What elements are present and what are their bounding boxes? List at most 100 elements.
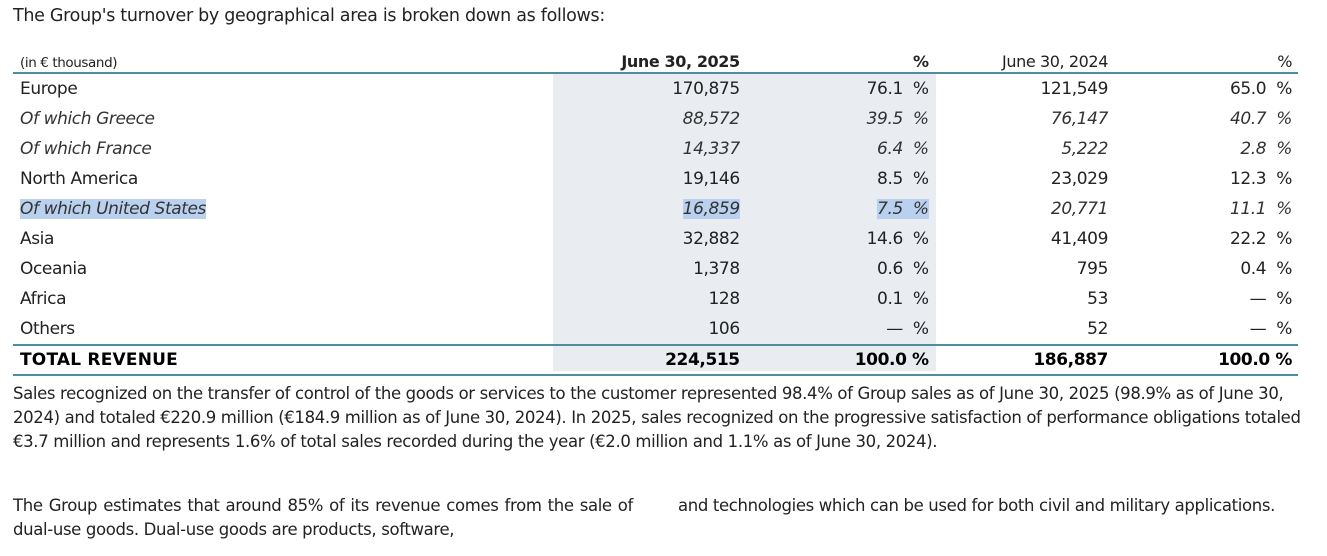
value-2025-text: 16,859 bbox=[682, 199, 740, 219]
pct-2024: 22.2% bbox=[1114, 224, 1298, 254]
pct-2024-text: 2.8% bbox=[1240, 139, 1292, 159]
header-pct-2024: % bbox=[1114, 44, 1298, 74]
pct-symbol: % bbox=[912, 199, 929, 219]
pct-2025-text: 14.6% bbox=[867, 229, 929, 249]
pct-value: 76.1 bbox=[866, 79, 904, 99]
value-2025: 128 bbox=[556, 284, 745, 314]
pct-symbol: % bbox=[912, 169, 929, 189]
pct-2025-text: 39.5% bbox=[867, 109, 929, 129]
table-header-row: (in € thousand) June 30, 2025 % June 30,… bbox=[13, 44, 1298, 74]
table-row: North America 19,146 8.5% 23,029 12.3% bbox=[13, 164, 1298, 194]
value-2024: 20,771 bbox=[935, 194, 1114, 224]
total-label: TOTAL REVENUE bbox=[13, 344, 557, 376]
pct-value: 7.5 bbox=[877, 199, 903, 219]
current-year-column-shading bbox=[553, 73, 936, 371]
region-label: Oceania bbox=[13, 254, 556, 284]
pct-value: 12.3 bbox=[1229, 169, 1267, 189]
region-label: Of which France bbox=[13, 134, 556, 164]
region-label-text: North America bbox=[20, 169, 138, 189]
pct-2024: —% bbox=[1114, 284, 1298, 314]
pct-symbol: % bbox=[912, 229, 929, 249]
region-label-text: Of which United States bbox=[20, 199, 207, 219]
pct-2024-text: 65.0% bbox=[1230, 79, 1292, 99]
value-2025: 170,875 bbox=[556, 73, 745, 104]
pct-2024-text: 40.7% bbox=[1230, 109, 1292, 129]
table-row: Europe 170,875 76.1% 121,549 65.0% bbox=[13, 73, 1298, 104]
region-label: Of which United States bbox=[13, 194, 556, 224]
value-2024-text: 53 bbox=[1087, 289, 1108, 309]
value-2025-text: 128 bbox=[708, 289, 741, 309]
pct-2024-text: 12.3% bbox=[1230, 169, 1292, 189]
value-2025-text: 32,882 bbox=[682, 229, 740, 249]
value-2025-text: 19,146 bbox=[682, 169, 740, 189]
pct-2025: 6.4% bbox=[746, 134, 935, 164]
value-2025-text: 1,378 bbox=[693, 259, 740, 279]
pct-value: 22.2 bbox=[1229, 229, 1267, 249]
value-2025: 1,378 bbox=[556, 254, 745, 284]
table-row: Of which United States 16,859 7.5% 20,771 11… bbox=[13, 194, 1298, 224]
pct-2025: 8.5% bbox=[746, 164, 935, 194]
total-2025: 224,515 bbox=[556, 344, 746, 376]
pct-symbol: % bbox=[912, 259, 929, 279]
value-2024-text: 41,409 bbox=[1050, 229, 1108, 249]
region-label: North America bbox=[13, 164, 556, 194]
pct-symbol: % bbox=[912, 79, 929, 99]
value-2024: 23,029 bbox=[935, 164, 1114, 194]
pct-2025: 14.6% bbox=[746, 224, 935, 254]
pct-2025: 7.5% bbox=[746, 194, 935, 224]
pct-2025-text: 8.5% bbox=[877, 169, 929, 189]
pct-symbol: % bbox=[1276, 259, 1292, 279]
pct-2024: 40.7% bbox=[1114, 104, 1298, 134]
table-row: Others 106 —% 52 —% bbox=[13, 314, 1298, 345]
unit-label: (in € thousand) bbox=[13, 44, 557, 74]
value-2024-text: 5,222 bbox=[1061, 139, 1108, 159]
dual-use-paragraph-right: and technologies which can be used for b… bbox=[678, 496, 1275, 515]
pct-value: 6.4 bbox=[877, 139, 903, 159]
value-2024-text: 52 bbox=[1087, 319, 1108, 339]
header-pct-2025: % bbox=[745, 44, 935, 74]
value-2025: 14,337 bbox=[556, 134, 745, 164]
pct-2024: 0.4% bbox=[1114, 254, 1298, 284]
pct-symbol: % bbox=[1276, 199, 1292, 219]
pct-2024-text: 0.4% bbox=[1240, 259, 1292, 279]
pct-2025-text: 6.4% bbox=[877, 139, 929, 159]
total-2024: 186,887 bbox=[934, 344, 1114, 376]
pct-2024-text: 22.2% bbox=[1230, 229, 1292, 249]
region-label: Africa bbox=[13, 284, 556, 314]
pct-2025-text: 7.5% bbox=[877, 199, 929, 219]
value-2024-text: 20,771 bbox=[1050, 199, 1108, 219]
pct-value: 65.0 bbox=[1229, 79, 1267, 99]
dual-use-paragraph-left: The Group estimates that around 85% of i… bbox=[13, 496, 633, 539]
pct-2024: 2.8% bbox=[1114, 134, 1298, 164]
pct-value: 39.5 bbox=[866, 109, 904, 129]
pct-2025-text: —% bbox=[886, 319, 929, 339]
pct-2025-text: 76.1% bbox=[867, 79, 929, 99]
pct-2024-text: —% bbox=[1249, 289, 1293, 309]
table-row: Of which Greece 88,572 39.5% 76,147 40.7% bbox=[13, 104, 1298, 134]
region-label-text: Of which Greece bbox=[20, 109, 155, 129]
value-2024-text: 121,549 bbox=[1040, 79, 1109, 99]
value-2025: 32,882 bbox=[556, 224, 745, 254]
pct-value: — bbox=[1249, 289, 1267, 309]
value-2025: 88,572 bbox=[556, 104, 745, 134]
pct-symbol: % bbox=[912, 319, 929, 339]
pct-symbol: % bbox=[1276, 139, 1292, 159]
value-2024: 795 bbox=[935, 254, 1114, 284]
pct-value: 14.6 bbox=[866, 229, 904, 249]
pct-value: 0.4 bbox=[1240, 259, 1267, 279]
region-label-text: Africa bbox=[20, 289, 67, 309]
pct-2024: 65.0% bbox=[1114, 73, 1298, 104]
region-label: Europe bbox=[13, 73, 556, 104]
pct-symbol: % bbox=[1276, 319, 1292, 339]
table-row: Oceania 1,378 0.6% 795 0.4% bbox=[13, 254, 1298, 284]
pct-2025: 0.6% bbox=[746, 254, 935, 284]
pct-value: 40.7 bbox=[1229, 109, 1267, 129]
table-row: Africa 128 0.1% 53 —% bbox=[13, 284, 1298, 314]
region-label-text: Europe bbox=[20, 79, 78, 99]
pct-2024: 12.3% bbox=[1114, 164, 1298, 194]
pct-symbol: % bbox=[912, 289, 929, 309]
header-june-2024: June 30, 2024 bbox=[934, 44, 1114, 74]
value-2024: 121,549 bbox=[935, 73, 1114, 104]
value-2024: 5,222 bbox=[935, 134, 1114, 164]
pct-2024: —% bbox=[1114, 314, 1298, 345]
